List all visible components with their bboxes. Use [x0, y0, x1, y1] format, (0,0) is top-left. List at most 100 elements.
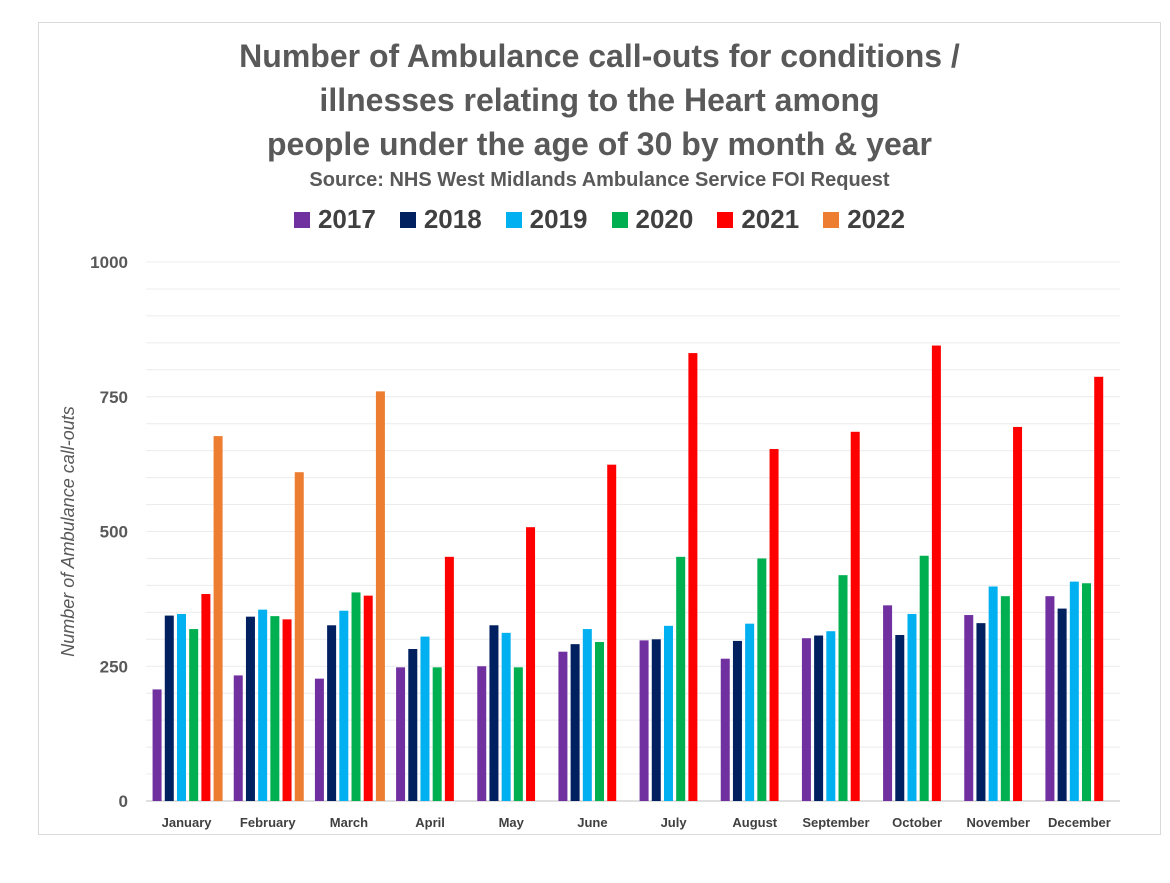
- x-tick-label-november: November: [966, 815, 1030, 830]
- bar-november-2019: [988, 586, 998, 801]
- legend-swatch-2020: [611, 211, 628, 228]
- bar-april-2021: [444, 556, 454, 801]
- bar-august-2019: [745, 623, 755, 801]
- bar-july-2021: [688, 353, 698, 801]
- bar-february-2020: [270, 616, 280, 801]
- legend-swatch-2018: [399, 211, 416, 228]
- x-tick-label-march: March: [330, 815, 368, 830]
- bar-june-2018: [570, 644, 580, 801]
- y-tick-label-250: 250: [100, 657, 128, 676]
- bar-december-2018: [1057, 608, 1067, 801]
- bar-april-2017: [396, 667, 406, 801]
- bar-march-2019: [339, 610, 349, 801]
- x-tick-label-december: December: [1048, 815, 1111, 830]
- bar-september-2021: [850, 431, 860, 801]
- legend-item-2018: 2018: [399, 204, 482, 235]
- bar-august-2017: [720, 658, 730, 801]
- legend-item-2019: 2019: [505, 204, 588, 235]
- bar-june-2020: [595, 641, 605, 801]
- legend-label-2022: 2022: [847, 204, 906, 234]
- bar-august-2018: [732, 640, 742, 801]
- bar-february-2019: [258, 609, 268, 801]
- bar-october-2019: [907, 613, 917, 801]
- bar-august-2021: [769, 449, 779, 801]
- bar-december-2019: [1069, 581, 1079, 801]
- legend-label-2020: 2020: [635, 204, 694, 234]
- bar-september-2018: [814, 635, 824, 801]
- legend-item-2021: 2021: [717, 204, 799, 235]
- x-tick-label-july: July: [661, 815, 688, 830]
- chart-subtitle: Source: NHS West Midlands Ambulance Serv…: [309, 169, 890, 191]
- legend-label-2018: 2018: [423, 204, 482, 234]
- bar-february-2022: [294, 472, 304, 801]
- bar-february-2021: [282, 619, 292, 801]
- bar-march-2017: [314, 678, 324, 801]
- bar-october-2020: [919, 555, 929, 801]
- legend-label-2019: 2019: [529, 204, 588, 234]
- legend-label-2021: 2021: [741, 204, 800, 234]
- bar-october-2018: [895, 634, 905, 801]
- bar-january-2020: [189, 629, 199, 801]
- y-tick-label-1000: 1000: [90, 253, 128, 272]
- bar-january-2021: [201, 594, 211, 801]
- chart-title-line-3: people under the age of 30 by month & ye…: [266, 126, 932, 162]
- bar-march-2022: [375, 391, 385, 801]
- bar-may-2017: [477, 666, 487, 801]
- bar-november-2020: [1000, 596, 1010, 801]
- bar-february-2018: [245, 616, 255, 801]
- bar-february-2017: [233, 675, 243, 801]
- bar-august-2020: [757, 558, 767, 801]
- chart-title-line-2: illnesses relating to the Heart among: [319, 82, 880, 118]
- bar-july-2017: [639, 640, 649, 801]
- legend-item-2022: 2022: [823, 204, 905, 235]
- legend-swatch-2021: [717, 211, 734, 228]
- bar-january-2017: [152, 689, 162, 801]
- legend-swatch-2022: [823, 211, 840, 228]
- bar-july-2019: [663, 625, 673, 801]
- bar-march-2021: [363, 595, 373, 801]
- bar-december-2017: [1045, 596, 1055, 801]
- chart-legend: 2017 2018 2019 2020 2021 2022: [38, 204, 1161, 235]
- bar-june-2021: [607, 464, 617, 801]
- bar-january-2018: [164, 615, 174, 801]
- bar-july-2018: [651, 639, 661, 801]
- bar-september-2020: [838, 575, 848, 801]
- bar-december-2020: [1082, 583, 1092, 801]
- x-tick-label-september: September: [802, 815, 869, 830]
- bar-june-2017: [558, 651, 568, 801]
- bar-november-2018: [976, 623, 986, 801]
- x-tick-label-june: June: [577, 815, 607, 830]
- legend-label-2017: 2017: [317, 204, 376, 234]
- bar-january-2019: [176, 613, 186, 801]
- legend-swatch-2017: [293, 211, 310, 228]
- bar-april-2020: [432, 667, 442, 801]
- bar-may-2020: [513, 667, 523, 801]
- bar-december-2021: [1094, 376, 1104, 801]
- legend-item-2020: 2020: [611, 204, 694, 235]
- x-tick-label-october: October: [892, 815, 942, 830]
- bar-october-2021: [931, 345, 941, 801]
- bar-march-2018: [327, 625, 337, 801]
- x-tick-label-february: February: [240, 815, 296, 830]
- bar-june-2019: [582, 629, 592, 801]
- bar-september-2017: [801, 638, 811, 801]
- legend-swatch-2019: [505, 211, 522, 228]
- bar-november-2017: [964, 615, 974, 801]
- y-tick-label-0: 0: [119, 792, 128, 811]
- bar-may-2021: [526, 527, 536, 801]
- chart-title-line-1: Number of Ambulance call-outs for condit…: [239, 38, 960, 74]
- y-axis-label: Number of Ambulance call-outs: [58, 406, 78, 656]
- x-tick-label-april: April: [415, 815, 445, 830]
- x-tick-label-may: May: [499, 815, 525, 830]
- bar-april-2019: [420, 636, 430, 801]
- y-tick-label-750: 750: [100, 388, 128, 407]
- bar-october-2017: [883, 605, 893, 801]
- legend-item-2017: 2017: [293, 204, 376, 235]
- bar-april-2018: [408, 649, 418, 801]
- bar-may-2019: [501, 632, 511, 801]
- bar-january-2022: [213, 436, 223, 801]
- bar-september-2019: [826, 631, 836, 801]
- x-tick-label-january: January: [162, 815, 213, 830]
- bar-may-2018: [489, 625, 499, 801]
